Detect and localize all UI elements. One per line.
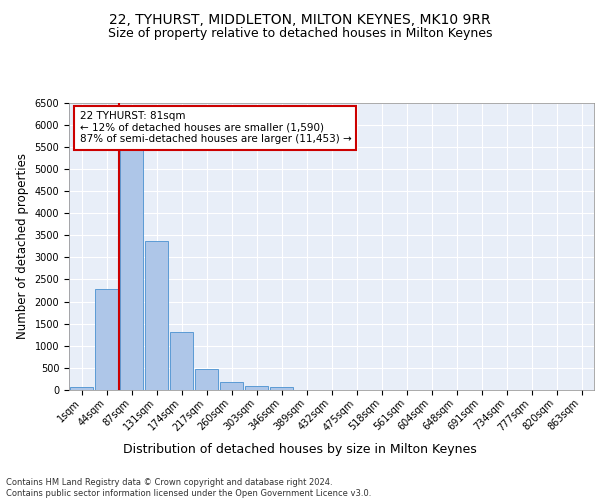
Bar xyxy=(220,382,243,390)
Text: Distribution of detached houses by size in Milton Keynes: Distribution of detached houses by size … xyxy=(123,442,477,456)
Text: 22 TYHURST: 81sqm
← 12% of detached houses are smaller (1,590)
87% of semi-detac: 22 TYHURST: 81sqm ← 12% of detached hous… xyxy=(79,111,351,144)
Bar xyxy=(120,150,143,390)
Bar xyxy=(145,240,168,390)
Bar xyxy=(170,332,193,390)
Bar xyxy=(195,369,218,390)
Bar xyxy=(270,388,293,390)
Text: Size of property relative to detached houses in Milton Keynes: Size of property relative to detached ho… xyxy=(108,28,492,40)
Y-axis label: Number of detached properties: Number of detached properties xyxy=(16,153,29,340)
Bar xyxy=(70,387,93,390)
Text: 22, TYHURST, MIDDLETON, MILTON KEYNES, MK10 9RR: 22, TYHURST, MIDDLETON, MILTON KEYNES, M… xyxy=(109,12,491,26)
Text: Contains HM Land Registry data © Crown copyright and database right 2024.
Contai: Contains HM Land Registry data © Crown c… xyxy=(6,478,371,498)
Bar xyxy=(245,386,268,390)
Bar xyxy=(95,289,118,390)
